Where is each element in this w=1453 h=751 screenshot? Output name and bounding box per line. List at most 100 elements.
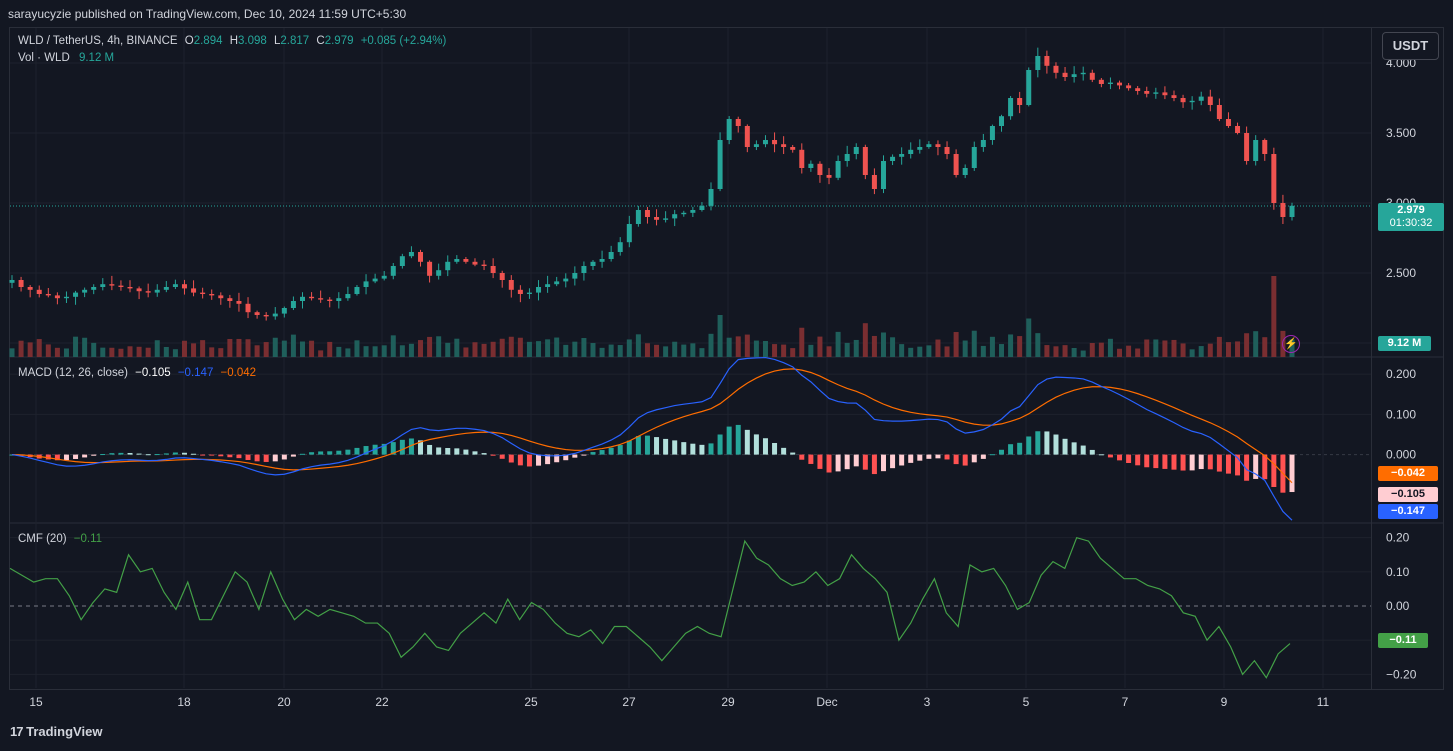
macd-hist-bar (799, 454, 805, 460)
candle-body (862, 147, 868, 175)
candle-body (1135, 88, 1141, 91)
volume-bar (1080, 350, 1086, 357)
candle-body (318, 298, 324, 300)
candle-body (63, 296, 69, 299)
volume-bar (880, 332, 886, 357)
macd-hist-bar (1035, 431, 1041, 455)
macd-hist-bar (871, 454, 877, 475)
candle-body (290, 301, 296, 308)
candle-body (390, 266, 396, 276)
candle-body (1017, 98, 1023, 105)
volume-bar (590, 343, 596, 357)
macd-hist-bar (408, 438, 414, 455)
volume-bar (672, 341, 678, 357)
currency-button[interactable]: USDT (1382, 32, 1439, 60)
volume-bar (1044, 345, 1050, 357)
candle-body (1225, 119, 1231, 126)
candle-body (926, 144, 932, 147)
macd-hist-bar (953, 454, 959, 465)
volume-bar (1253, 331, 1259, 357)
volume-bar (82, 337, 88, 357)
cmf-value: −0.11 (73, 533, 103, 545)
volume-bar (862, 323, 868, 357)
change-value: +0.085 (+2.94%) (360, 35, 447, 47)
time-tick-label: 29 (721, 695, 735, 709)
macd-hist-bar (999, 449, 1005, 455)
macd-hist-bar (390, 442, 396, 455)
macd-hist-bar (463, 449, 469, 455)
volume-bar (835, 331, 841, 357)
candle-body (236, 301, 242, 304)
macd-hist-bar (1180, 454, 1186, 471)
macd-hist-value: −0.105 (135, 367, 171, 379)
chart-frame[interactable] (9, 27, 1372, 690)
macd-hist-bar (63, 454, 69, 461)
macd-hist-bar (1126, 454, 1132, 463)
macd-hist-bar (1062, 438, 1068, 455)
macd-hist-bar (690, 443, 696, 455)
candle-body (1026, 70, 1032, 105)
macd-legend: MACD (12, 26, close) −0.105 −0.147 −0.04… (18, 367, 256, 379)
volume-bar (753, 340, 759, 357)
volume-bar (508, 336, 514, 357)
volume-bar (145, 347, 151, 357)
volume-bar (100, 347, 106, 357)
volume-bars (9, 276, 1295, 357)
volume-bar (399, 345, 405, 357)
macd-label: MACD (12, 26, close) (18, 367, 128, 379)
macd-hist-bar (363, 446, 369, 455)
macd-hist-bar (699, 444, 705, 455)
candle-body (1162, 92, 1168, 96)
candle-body (762, 140, 768, 145)
volume-bar (109, 347, 115, 357)
macd-hist-bar (218, 454, 224, 457)
volume-bar (490, 341, 496, 357)
candle-body (1035, 56, 1041, 70)
macd-tick-label: 0.100 (1386, 407, 1416, 421)
price-tick-label: 3.500 (1386, 126, 1416, 140)
volume-bar (890, 337, 896, 357)
volume-bar (844, 342, 850, 357)
price-axis-frame[interactable] (1372, 27, 1444, 690)
volume-bar (817, 336, 823, 357)
volume-value: 9.12 M (78, 52, 115, 64)
candle-body (254, 312, 260, 315)
volume-tag: 9.12 M (1378, 336, 1431, 351)
volume-bar (899, 344, 905, 357)
macd-hist-bar (726, 426, 732, 455)
macd-hist-bar (100, 454, 106, 456)
macd-hist-bar (136, 453, 142, 455)
volume-bar (790, 348, 796, 357)
candle-body (272, 313, 278, 317)
volume-bar (572, 341, 578, 357)
candle-body (1080, 72, 1086, 75)
volume-bar (953, 332, 959, 357)
lightning-icon[interactable]: ⚡ (1282, 335, 1300, 353)
volume-bar (354, 340, 360, 357)
volume-bar (1262, 337, 1268, 357)
candle-body (554, 281, 560, 285)
macd-hist-bar (191, 453, 197, 455)
volume-bar (563, 344, 569, 357)
candle-body (581, 266, 587, 273)
volume-bar (871, 335, 877, 357)
candle-body (871, 175, 877, 189)
macd-hist-bar (626, 440, 632, 455)
volume-bar (1244, 333, 1250, 357)
candle-body (263, 315, 269, 317)
close-value: 2.979 (324, 35, 354, 47)
candle-body (181, 284, 187, 289)
cmf-tick-label: 0.20 (1386, 531, 1410, 545)
volume-bar (390, 335, 396, 357)
low-label: L (274, 35, 281, 47)
candle-body (944, 147, 950, 154)
volume-bar (272, 337, 278, 357)
volume-bar (281, 340, 287, 357)
volume-bar (290, 334, 296, 357)
high-value: 3.098 (238, 35, 267, 47)
macd-hist-bar (844, 454, 850, 470)
volume-bar (91, 342, 97, 357)
tradingview-logo[interactable]: 17 TradingView (10, 724, 102, 739)
cmf-tick-label: −0.20 (1386, 667, 1417, 681)
